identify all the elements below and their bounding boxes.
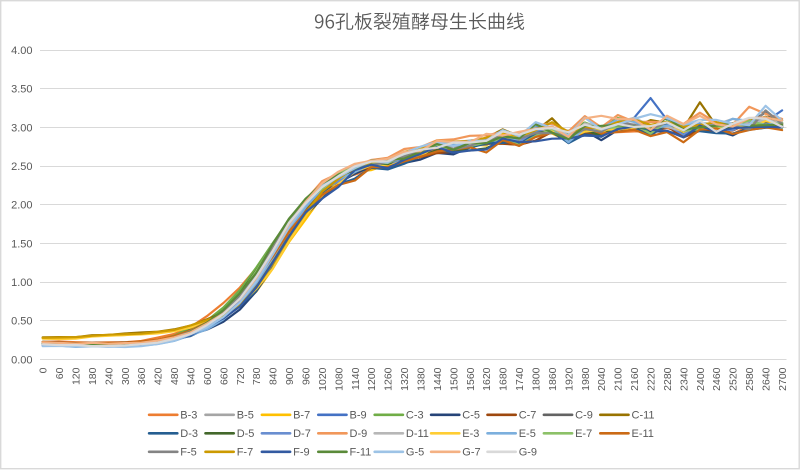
svg-text:900: 900 [284,367,296,385]
svg-text:F-9: F-9 [293,447,310,459]
svg-text:2160: 2160 [629,367,641,391]
svg-text:60: 60 [54,367,66,379]
svg-text:B-5: B-5 [237,410,254,422]
svg-text:1260: 1260 [383,367,395,391]
svg-text:720: 720 [235,367,247,385]
svg-text:2040: 2040 [596,367,608,391]
svg-text:D-5: D-5 [237,428,255,440]
svg-text:F-7: F-7 [237,447,254,459]
svg-text:2520: 2520 [728,367,740,391]
svg-text:B-9: B-9 [350,410,367,422]
svg-text:780: 780 [251,367,263,385]
svg-text:2.50: 2.50 [11,161,32,173]
svg-text:1560: 1560 [465,367,477,391]
svg-text:0.00: 0.00 [11,354,32,366]
svg-text:600: 600 [202,367,214,385]
svg-text:1740: 1740 [514,367,526,391]
svg-text:2460: 2460 [711,367,723,391]
svg-text:3.00: 3.00 [11,122,32,134]
svg-text:2580: 2580 [744,367,756,391]
svg-text:3.50: 3.50 [11,84,32,96]
svg-text:2640: 2640 [761,367,773,391]
svg-text:1.00: 1.00 [11,277,32,289]
svg-text:F-5: F-5 [180,447,197,459]
svg-text:1200: 1200 [366,367,378,391]
svg-text:540: 540 [185,367,197,385]
svg-text:G-7: G-7 [462,447,480,459]
svg-text:2400: 2400 [695,367,707,391]
svg-text:C-11: C-11 [632,410,655,422]
svg-text:180: 180 [87,367,99,385]
svg-text:C-7: C-7 [519,410,537,422]
svg-text:420: 420 [153,367,165,385]
svg-text:C-3: C-3 [406,410,424,422]
svg-text:2340: 2340 [678,367,690,391]
svg-text:E-11: E-11 [632,428,654,440]
svg-text:1140: 1140 [350,367,362,390]
svg-text:1440: 1440 [432,367,444,391]
svg-text:1320: 1320 [399,367,411,391]
svg-text:1500: 1500 [448,367,460,391]
svg-text:0: 0 [38,367,50,373]
svg-text:E-5: E-5 [519,428,536,440]
svg-text:120: 120 [70,367,82,385]
svg-text:1020: 1020 [317,367,329,391]
svg-text:2100: 2100 [613,367,625,391]
svg-text:D-9: D-9 [350,428,368,440]
svg-text:660: 660 [218,367,230,385]
svg-text:1080: 1080 [333,367,345,391]
svg-text:0.50: 0.50 [11,316,32,328]
svg-text:2700: 2700 [777,367,789,391]
svg-text:F-11: F-11 [350,447,372,459]
svg-text:D-3: D-3 [180,428,198,440]
svg-text:1980: 1980 [580,367,592,391]
svg-text:480: 480 [169,367,181,385]
svg-text:C-9: C-9 [575,410,593,422]
svg-text:B-7: B-7 [293,410,310,422]
svg-text:G-5: G-5 [406,447,424,459]
svg-text:2220: 2220 [646,367,658,391]
svg-text:C-5: C-5 [462,410,480,422]
svg-text:840: 840 [268,367,280,385]
svg-text:1860: 1860 [547,367,559,391]
svg-text:300: 300 [120,367,132,385]
svg-text:1920: 1920 [563,367,575,391]
svg-text:1680: 1680 [498,367,510,391]
svg-text:D-11: D-11 [406,428,429,440]
svg-text:4.00: 4.00 [11,45,32,57]
svg-text:E-7: E-7 [575,428,592,440]
svg-text:B-3: B-3 [180,410,197,422]
svg-text:G-9: G-9 [519,447,537,459]
svg-text:240: 240 [103,367,115,385]
svg-text:1.50: 1.50 [11,238,32,250]
svg-text:1620: 1620 [481,367,493,391]
svg-text:1380: 1380 [415,367,427,391]
svg-text:2280: 2280 [662,367,674,391]
svg-text:D-7: D-7 [293,428,311,440]
svg-text:960: 960 [300,367,312,385]
svg-text:1800: 1800 [531,367,543,391]
svg-text:E-3: E-3 [462,428,479,440]
svg-text:360: 360 [136,367,148,385]
svg-text:2.00: 2.00 [11,200,32,212]
